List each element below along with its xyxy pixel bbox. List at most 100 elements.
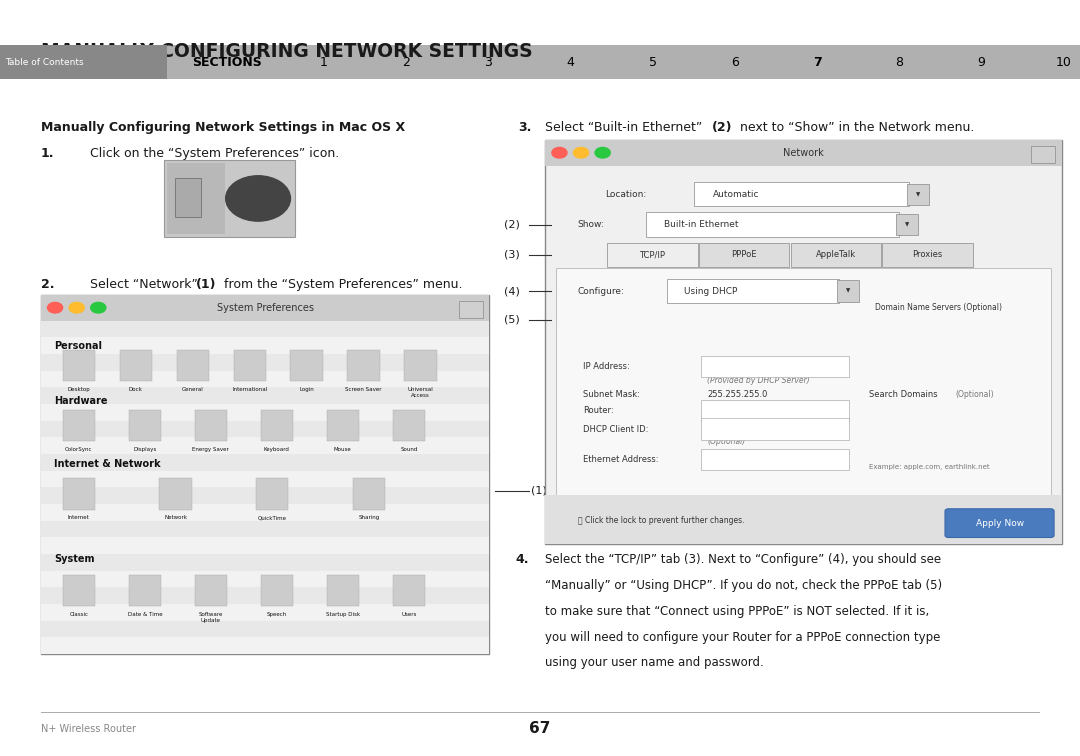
FancyBboxPatch shape [41, 488, 489, 504]
FancyBboxPatch shape [545, 140, 1062, 166]
FancyBboxPatch shape [41, 504, 489, 521]
FancyBboxPatch shape [646, 212, 899, 237]
Text: Ethernet Address:: Ethernet Address: [583, 455, 659, 464]
FancyBboxPatch shape [701, 356, 849, 377]
Text: 9: 9 [977, 56, 986, 69]
Text: Hardware: Hardware [54, 395, 108, 405]
Text: Using DHCP: Using DHCP [684, 287, 737, 296]
Text: AppleTalk: AppleTalk [815, 250, 856, 259]
FancyBboxPatch shape [167, 163, 225, 234]
Text: Energy Saver: Energy Saver [192, 447, 229, 452]
FancyBboxPatch shape [120, 350, 152, 382]
Text: (1): (1) [197, 278, 217, 291]
Circle shape [226, 176, 291, 221]
Text: General: General [181, 387, 204, 392]
Text: 🔒 Click the lock to prevent further changes.: 🔒 Click the lock to prevent further chan… [578, 516, 744, 525]
FancyBboxPatch shape [41, 404, 489, 420]
Text: 67: 67 [529, 721, 551, 736]
FancyBboxPatch shape [63, 575, 95, 606]
Text: Displays: Displays [133, 447, 157, 452]
Text: SECTIONS: SECTIONS [192, 56, 261, 69]
Text: Classic: Classic [69, 612, 89, 617]
FancyBboxPatch shape [41, 387, 489, 404]
FancyBboxPatch shape [41, 571, 489, 587]
Text: Speech: Speech [267, 612, 287, 617]
Text: (5): (5) [504, 314, 521, 325]
Text: 2: 2 [402, 56, 410, 69]
Text: Desktop: Desktop [67, 387, 91, 392]
Text: Software
Update: Software Update [199, 612, 224, 623]
Text: Select the “TCP/IP” tab (3). Next to “Configure” (4), you should see: Select the “TCP/IP” tab (3). Next to “Co… [545, 553, 942, 566]
FancyBboxPatch shape [41, 554, 489, 571]
Text: Configure:: Configure: [578, 287, 624, 296]
FancyBboxPatch shape [260, 410, 293, 442]
Circle shape [595, 147, 610, 158]
FancyBboxPatch shape [607, 243, 698, 267]
FancyBboxPatch shape [837, 280, 859, 302]
FancyBboxPatch shape [176, 350, 208, 382]
FancyBboxPatch shape [41, 587, 489, 604]
FancyBboxPatch shape [701, 419, 849, 440]
Text: Screen Saver: Screen Saver [346, 387, 382, 392]
Text: Network: Network [164, 515, 187, 520]
Text: 00:03:93:0b:c6:d4: 00:03:93:0b:c6:d4 [707, 455, 784, 464]
FancyBboxPatch shape [41, 321, 489, 337]
Circle shape [48, 302, 63, 313]
FancyBboxPatch shape [907, 184, 929, 205]
FancyBboxPatch shape [545, 140, 1062, 544]
Text: System Preferences: System Preferences [217, 302, 313, 313]
Text: (4): (4) [504, 286, 521, 296]
FancyBboxPatch shape [326, 575, 359, 606]
Text: 7: 7 [813, 56, 822, 69]
Text: ▼: ▼ [916, 192, 920, 197]
FancyBboxPatch shape [41, 337, 489, 354]
Text: 1.: 1. [41, 147, 54, 160]
Text: (3): (3) [504, 249, 521, 260]
FancyBboxPatch shape [41, 370, 489, 387]
Text: Users: Users [401, 612, 417, 617]
Text: 8: 8 [895, 56, 903, 69]
FancyBboxPatch shape [194, 410, 227, 442]
Text: ColorSync: ColorSync [65, 447, 93, 452]
Text: ▼: ▼ [846, 289, 850, 293]
Text: Mouse: Mouse [334, 447, 352, 452]
FancyBboxPatch shape [41, 420, 489, 437]
FancyBboxPatch shape [41, 538, 489, 554]
FancyBboxPatch shape [41, 470, 489, 488]
Circle shape [573, 147, 589, 158]
FancyBboxPatch shape [41, 621, 489, 637]
Text: Sharing: Sharing [359, 515, 379, 520]
Text: Location:: Location: [605, 190, 646, 199]
FancyBboxPatch shape [694, 182, 909, 206]
Text: you will need to configure your Router for a PPPoE connection type: you will need to configure your Router f… [545, 631, 941, 643]
Text: Apply Now: Apply Now [976, 519, 1024, 528]
Text: Internet: Internet [68, 515, 90, 520]
FancyBboxPatch shape [896, 214, 918, 235]
FancyBboxPatch shape [233, 350, 266, 382]
Text: (1): (1) [531, 486, 548, 496]
Text: Manually Configuring Network Settings in Mac OS X: Manually Configuring Network Settings in… [41, 121, 405, 134]
Text: International: International [232, 387, 268, 392]
FancyBboxPatch shape [667, 279, 839, 303]
Text: Example: apple.com, earthlink.net: Example: apple.com, earthlink.net [869, 464, 990, 470]
Text: PPPoE: PPPoE [731, 250, 757, 259]
Text: TCP/IP: TCP/IP [639, 250, 665, 259]
Text: QuickTime: QuickTime [258, 515, 286, 520]
Text: Built-in Ethernet: Built-in Ethernet [664, 220, 739, 229]
Text: Automatic: Automatic [713, 190, 759, 199]
Circle shape [69, 302, 84, 313]
FancyBboxPatch shape [404, 350, 436, 382]
Text: (Optional): (Optional) [707, 437, 745, 446]
Text: 5: 5 [649, 56, 657, 69]
FancyBboxPatch shape [545, 495, 1062, 544]
Text: (Optional): (Optional) [956, 390, 995, 399]
Text: (2): (2) [712, 121, 732, 134]
FancyBboxPatch shape [348, 350, 380, 382]
FancyBboxPatch shape [175, 178, 201, 217]
Text: 3: 3 [485, 56, 492, 69]
Text: to make sure that “Connect using PPPoE” is NOT selected. If it is,: to make sure that “Connect using PPPoE” … [545, 605, 930, 618]
Text: Personal: Personal [54, 340, 102, 351]
FancyBboxPatch shape [1031, 146, 1055, 163]
Text: Proxies: Proxies [913, 250, 943, 259]
Text: Select “Network”: Select “Network” [90, 278, 202, 291]
